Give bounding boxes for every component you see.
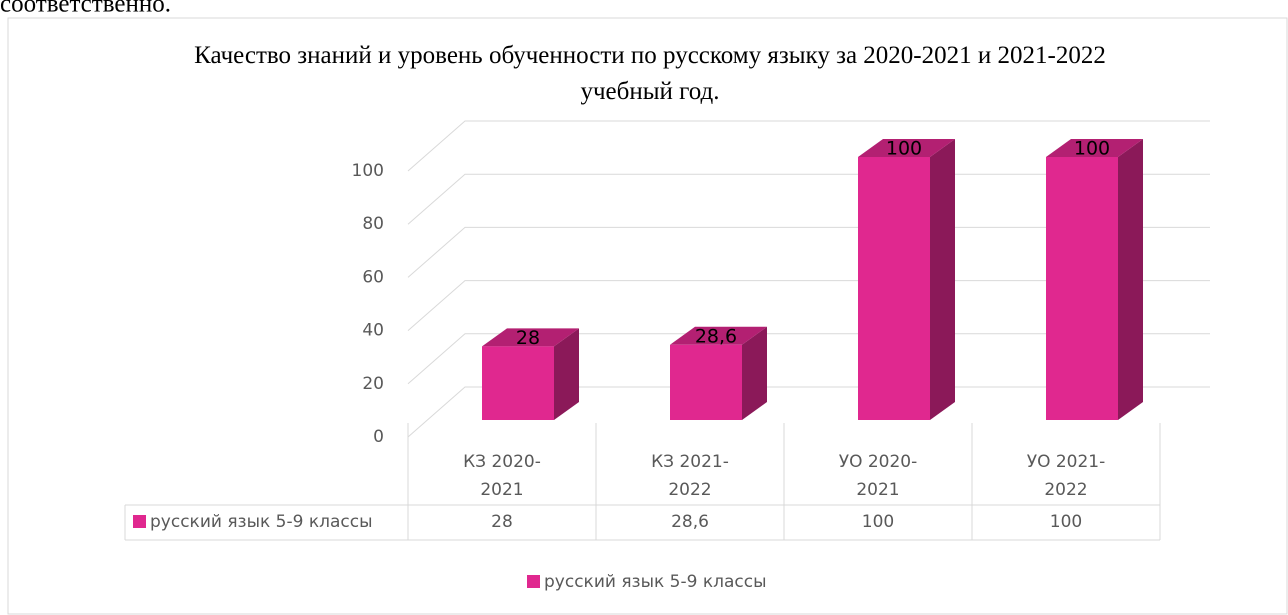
grid-line	[407, 120, 1210, 172]
text-above: соответственно.	[0, 0, 171, 18]
grid-line	[407, 280, 1210, 331]
bar-side	[1118, 139, 1143, 420]
bar-top	[670, 326, 767, 345]
legend-key	[133, 515, 146, 528]
grid-line	[407, 386, 1210, 438]
x-tick-box: УО 2020-2021	[838, 452, 918, 500]
grid-line	[407, 333, 1210, 385]
table-value: 100	[1050, 512, 1082, 532]
x-tick-label: УО 2021-2022	[1026, 452, 1106, 500]
chart-title: Качество знаний и уровень обученности по…	[194, 42, 1106, 105]
bar	[858, 157, 930, 420]
x-tick-box: КЗ 2020-2021	[463, 452, 541, 500]
legend-key	[527, 575, 540, 588]
bar	[1046, 157, 1118, 420]
x-tick-label: КЗ 2021-2022	[651, 452, 729, 500]
data-label: 28	[516, 327, 540, 349]
chart-frame	[7, 17, 1288, 615]
y-tick-label: 40	[362, 321, 384, 341]
bar	[670, 344, 742, 420]
data-label: 28,6	[695, 325, 737, 347]
y-tick-label: 0	[373, 427, 384, 447]
grid-line	[407, 226, 1210, 278]
grid-line	[407, 173, 1210, 225]
bar-side	[554, 328, 579, 420]
x-tick-label: КЗ 2020-2021	[463, 452, 541, 500]
bar-top	[858, 139, 955, 157]
y-tick-label: 60	[362, 267, 384, 287]
table-value: 28	[491, 512, 513, 532]
table-value: 100	[862, 512, 894, 532]
bar-top	[1046, 139, 1143, 157]
table-series-name: русский язык 5-9 классы	[150, 512, 373, 532]
bar-top	[482, 328, 579, 347]
title-box: Качество знаний и уровень обученности по…	[194, 42, 1106, 105]
y-tick-label: 80	[362, 214, 384, 234]
data-label: 100	[1074, 138, 1110, 160]
x-tick-box: КЗ 2021-2022	[651, 452, 729, 500]
bar	[482, 346, 554, 420]
bar-side	[930, 139, 955, 420]
bar-side	[742, 326, 767, 420]
y-tick-label: 20	[362, 374, 384, 394]
x-tick-box: УО 2021-2022	[1026, 452, 1106, 500]
table-value: 28,6	[671, 512, 709, 532]
y-tick-label: 100	[352, 161, 384, 181]
x-tick-label: УО 2020-2021	[838, 452, 918, 500]
data-label: 100	[886, 138, 922, 160]
legend-label: русский язык 5-9 классы	[544, 572, 767, 592]
